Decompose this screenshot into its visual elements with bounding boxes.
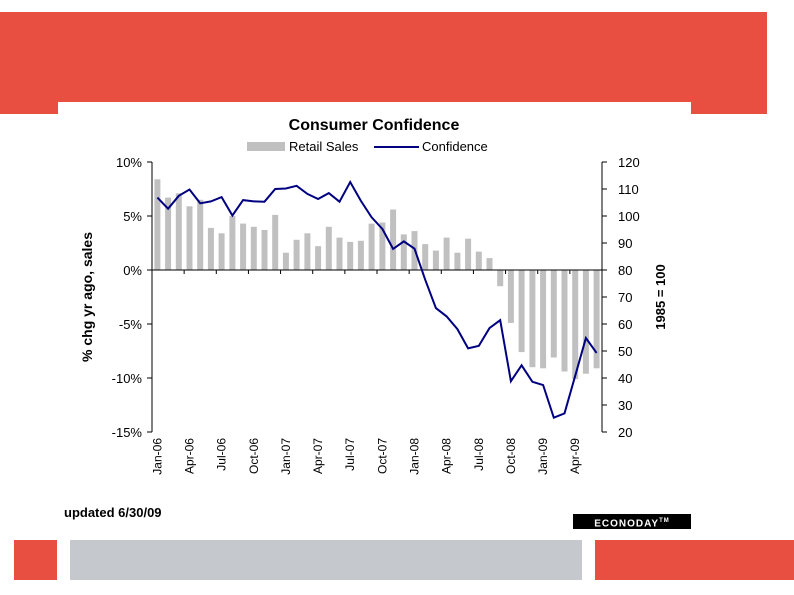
x-tick-label: Apr-07 — [311, 438, 325, 474]
retail-sales-bar — [336, 237, 343, 270]
right-tick-label: 30 — [618, 398, 632, 413]
retail-sales-bar — [240, 223, 247, 270]
retail-sales-bar — [165, 197, 172, 270]
x-tick-label: Oct-08 — [504, 438, 518, 474]
x-tick-label: Jan-09 — [536, 438, 550, 475]
retail-sales-bar — [325, 226, 332, 270]
left-tick-label: 5% — [123, 209, 142, 224]
retail-sales-bar — [432, 250, 439, 270]
retail-sales-bar — [529, 270, 536, 368]
confidence-line — [156, 179, 598, 420]
left-tick-label: -5% — [119, 317, 143, 332]
footer-red-left — [14, 540, 57, 580]
logo-text: ECONODAY — [594, 518, 660, 530]
retail-sales-bar — [186, 206, 193, 270]
x-tick-label: Jul-06 — [215, 438, 229, 471]
retail-sales-bar — [454, 252, 461, 270]
retail-sales-bar — [315, 246, 322, 270]
retail-sales-bar — [379, 222, 386, 270]
x-tick-label: Jan-08 — [408, 438, 422, 475]
y-axis-label: % chg yr ago, sales — [79, 232, 95, 362]
x-tick-label: Apr-06 — [183, 438, 197, 474]
retail-sales-bar — [304, 233, 311, 270]
retail-sales-bar — [357, 240, 364, 270]
econoday-logo: ECONODAYTM — [573, 514, 691, 529]
retail-sales-bars — [154, 179, 600, 380]
left-axis-ticks: 10% 5% 0% -5% -10% -15% — [112, 155, 152, 440]
x-axis-ticks: Jan-06 Apr-06 Jul-06 Oct-06 Jan-07 Apr-07 Jul-… — [150, 270, 582, 475]
left-tick-label: 10% — [116, 155, 142, 170]
right-tick-label: 70 — [618, 290, 632, 305]
x-tick-label: Apr-08 — [440, 438, 454, 474]
retail-sales-bar — [550, 270, 557, 358]
retail-sales-bar — [582, 270, 589, 374]
legend: Retail Sales Confidence — [247, 139, 488, 154]
right-axis-ticks: 120 110 100 90 80 70 60 50 40 30 20 — [602, 155, 640, 440]
retail-sales-bar — [293, 239, 300, 270]
x-tick-label: Jul-07 — [343, 438, 357, 471]
retail-sales-bar — [572, 270, 579, 380]
right-tick-label: 20 — [618, 425, 632, 440]
x-tick-label: Oct-06 — [247, 438, 261, 474]
x-tick-label: Jan-06 — [150, 438, 164, 475]
left-tick-label: 0% — [123, 263, 142, 278]
logo-tm: TM — [659, 518, 670, 524]
retail-sales-bar — [368, 223, 375, 270]
legend-label-retail-sales: Retail Sales — [289, 139, 359, 154]
retail-sales-bar — [250, 226, 257, 270]
retail-sales-bar — [197, 199, 204, 270]
x-tick-label: Jul-08 — [472, 438, 486, 471]
right-tick-label: 60 — [618, 317, 632, 332]
x-tick-label: Oct-07 — [375, 438, 389, 474]
retail-sales-bar — [593, 270, 600, 369]
retail-sales-bar — [390, 209, 397, 270]
footer-red-right — [595, 540, 794, 580]
x-tick-label: Apr-09 — [568, 438, 582, 474]
retail-sales-bar — [561, 270, 568, 372]
retail-sales-bar — [540, 270, 547, 369]
right-tick-label: 110 — [618, 182, 639, 197]
left-tick-label: -10% — [112, 371, 143, 386]
retail-sales-bar — [486, 258, 493, 270]
legend-label-confidence: Confidence — [422, 139, 488, 154]
retail-sales-bar — [207, 227, 214, 270]
retail-sales-bar — [422, 244, 429, 270]
right-tick-label: 100 — [618, 209, 640, 224]
legend-swatch-retail-sales — [247, 142, 285, 151]
retail-sales-bar — [497, 270, 504, 287]
retail-sales-bar — [154, 179, 161, 270]
x-tick-label: Jan-07 — [279, 438, 293, 475]
retail-sales-bar — [475, 251, 482, 270]
retail-sales-bar — [443, 237, 450, 270]
retail-sales-bar — [218, 233, 225, 270]
left-tick-label: -15% — [112, 425, 143, 440]
right-tick-label: 50 — [618, 344, 632, 359]
retail-sales-bar — [229, 216, 236, 270]
chart-title: Consumer Confidence — [289, 117, 460, 134]
retail-sales-bar — [347, 241, 354, 270]
updated-note: updated 6/30/09 — [64, 505, 162, 520]
retail-sales-bar — [175, 193, 182, 270]
retail-sales-bar — [272, 214, 279, 270]
retail-sales-bar — [282, 252, 289, 270]
retail-sales-bar — [507, 270, 514, 323]
retail-sales-bar — [518, 270, 525, 353]
retail-sales-bar — [465, 238, 472, 270]
right-tick-label: 120 — [618, 155, 640, 170]
top-banner — [0, 12, 767, 114]
y2-axis-label: 1985 = 100 — [653, 264, 668, 329]
footer-gray-bar — [70, 540, 582, 580]
right-tick-label: 80 — [618, 263, 632, 278]
right-tick-label: 40 — [618, 371, 632, 386]
retail-sales-bar — [261, 230, 268, 270]
right-tick-label: 90 — [618, 236, 632, 251]
retail-sales-bar — [400, 234, 407, 270]
